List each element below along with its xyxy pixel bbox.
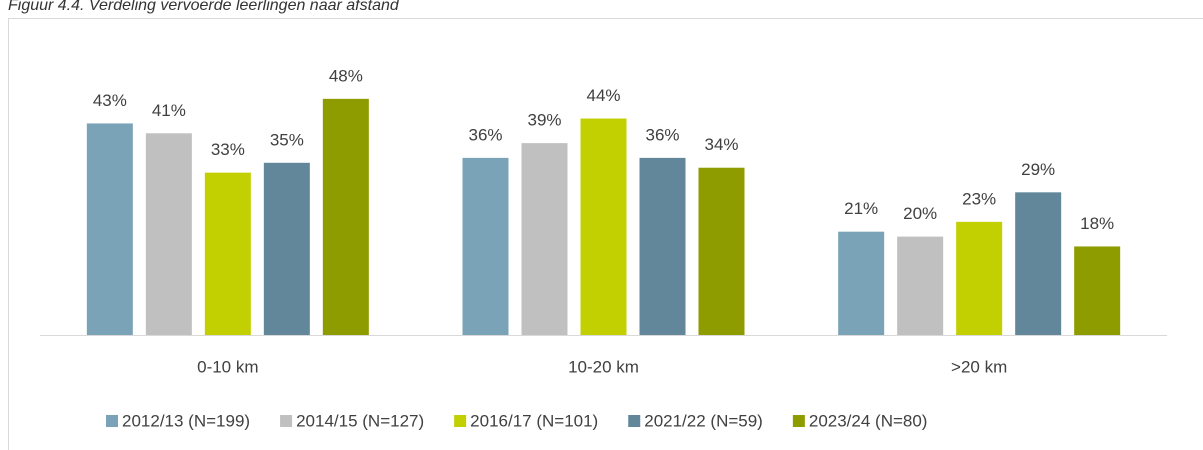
- legend-swatch: [280, 415, 293, 427]
- chart-frame: [8, 18, 1203, 450]
- data-label: 41%: [152, 101, 186, 120]
- x-tick-label: 0-10 km: [197, 357, 258, 376]
- legend-label: 2012/13 (N=199): [122, 411, 250, 430]
- data-label: 39%: [527, 111, 561, 130]
- bar: [521, 143, 568, 335]
- data-label: 21%: [844, 199, 878, 218]
- bar: [580, 118, 627, 336]
- data-label: 18%: [1080, 214, 1114, 233]
- data-label: 36%: [645, 125, 679, 144]
- bar: [956, 221, 1003, 335]
- bar: [86, 123, 133, 335]
- data-label: 34%: [704, 135, 738, 154]
- bar: [145, 133, 192, 335]
- data-label: 35%: [270, 130, 304, 149]
- chart-title: Figuur 4.4. Verdeling vervoerde leerling…: [8, 0, 400, 14]
- bar: [838, 231, 885, 335]
- legend-swatch: [106, 415, 118, 427]
- data-label: 44%: [586, 86, 620, 105]
- bar: [1074, 246, 1121, 335]
- data-label: 29%: [1021, 160, 1055, 179]
- bar: [698, 167, 745, 335]
- data-label: 33%: [211, 140, 245, 159]
- bar: [322, 98, 369, 335]
- legend-swatch: [792, 415, 805, 427]
- data-label: 23%: [962, 189, 996, 208]
- x-tick-label: >20 km: [951, 357, 1007, 376]
- bar: [263, 162, 310, 335]
- legend-label: 2014/15 (N=127): [296, 411, 424, 430]
- legend-label: 2016/17 (N=101): [470, 411, 598, 430]
- legend-swatch: [628, 415, 641, 427]
- data-label: 48%: [329, 66, 363, 85]
- legend-swatch: [454, 415, 467, 427]
- legend-label: 2021/22 (N=59): [644, 411, 763, 430]
- bar: [1015, 192, 1062, 335]
- bar: [204, 172, 251, 335]
- data-label: 20%: [903, 204, 937, 223]
- data-label: 43%: [93, 91, 127, 110]
- x-tick-label: 10-20 km: [568, 357, 639, 376]
- legend-label: 2023/24 (N=80): [809, 411, 928, 430]
- data-label: 36%: [468, 125, 502, 144]
- bar: [462, 157, 509, 335]
- bar: [897, 236, 944, 335]
- bar: [639, 157, 686, 335]
